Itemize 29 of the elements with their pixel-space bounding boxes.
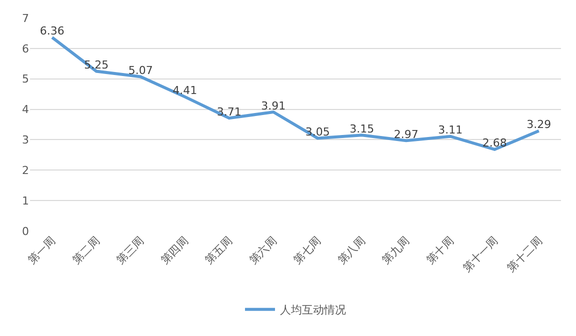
y-tick-label: 1 xyxy=(22,194,29,208)
x-tick-label: 第五周 xyxy=(202,234,236,267)
data-label: 3.29 xyxy=(526,118,552,132)
y-tick-label: 4 xyxy=(22,103,29,116)
data-label: 2.97 xyxy=(394,128,418,141)
x-tick-label: 第三周 xyxy=(114,234,147,267)
y-tick-label: 5 xyxy=(22,72,29,86)
data-label: 5.07 xyxy=(128,64,153,77)
data-label: 3.71 xyxy=(216,105,242,118)
y-tick-label: 7 xyxy=(22,12,29,25)
data-label: 4.41 xyxy=(172,84,198,98)
x-tick-label: 第八周 xyxy=(335,234,368,267)
data-label: 3.91 xyxy=(261,99,286,112)
x-tick-label: 第二周 xyxy=(70,234,102,267)
data-label: 6.36 xyxy=(40,24,64,38)
x-tick-label: 第六周 xyxy=(246,234,280,267)
x-tick-label: 第七周 xyxy=(291,234,324,267)
x-tick-label: 第十一周 xyxy=(460,234,501,275)
y-tick-label: 3 xyxy=(22,134,29,147)
data-label: 3.11 xyxy=(438,124,463,137)
data-label: 3.15 xyxy=(350,122,374,136)
x-tick-label: 第十二周 xyxy=(504,234,545,275)
x-tick-label: 第十周 xyxy=(424,234,456,267)
legend-label: 人均互动情况 xyxy=(280,304,346,317)
x-tick-label: 第四周 xyxy=(158,234,191,267)
y-tick-label: 2 xyxy=(22,164,29,177)
data-label: 2.68 xyxy=(482,136,507,150)
y-tick-label: 6 xyxy=(22,42,29,56)
x-tick-label: 第九周 xyxy=(380,234,412,267)
